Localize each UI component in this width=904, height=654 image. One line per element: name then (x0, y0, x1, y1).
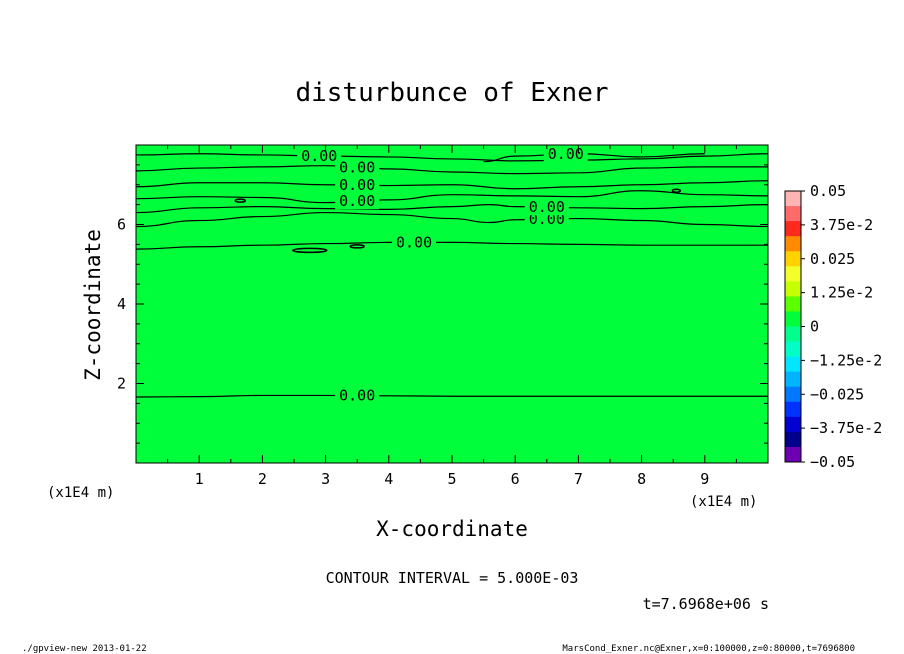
colorbar-swatch (785, 221, 801, 237)
colorbar-swatch (785, 431, 801, 448)
colorbar-swatch (785, 356, 801, 373)
x-tick-label: 7 (574, 470, 583, 488)
colorbar-swatch (785, 266, 801, 282)
contour-label-bg (335, 159, 380, 176)
contour-label-bg (392, 234, 437, 251)
colorbar-label: 0.05 (810, 182, 846, 200)
contour-label-bg (335, 193, 380, 210)
contour-label: 0.00 (301, 147, 337, 165)
contour-label: 0.00 (339, 387, 375, 405)
contour-blob (234, 198, 247, 203)
colorbar-swatch (785, 206, 801, 222)
x-tick-label: 2 (258, 470, 267, 488)
contour-line (135, 153, 769, 162)
contour-label: 0.00 (339, 192, 375, 210)
contour-label: 0.00 (529, 198, 565, 216)
contour-label-bg (335, 177, 380, 194)
colorbar-swatch (785, 281, 801, 297)
contour-line (135, 165, 768, 175)
colorbar-swatch (785, 386, 801, 403)
contour-label-bg (543, 146, 588, 163)
colorbar-swatch (785, 296, 801, 312)
colorbar-label: −1.25e-2 (810, 351, 882, 369)
x-axis-label: X-coordinate (376, 517, 528, 541)
contour-line (135, 180, 769, 190)
y-tick-label: 4 (117, 295, 126, 313)
contour-label-bg (335, 387, 380, 404)
colorbar-label: −0.025 (810, 385, 864, 403)
y-tick-label: 6 (117, 216, 126, 234)
colorbar-swatch (785, 401, 801, 418)
x-tick-label: 6 (511, 470, 520, 488)
colorbar-swatch (785, 191, 801, 207)
contour-label-bg (524, 199, 569, 216)
contour-label: 0.00 (339, 158, 375, 176)
contour-line (135, 204, 769, 214)
colorbar-swatch (785, 446, 801, 463)
contour-line (135, 190, 769, 204)
contour-label: 0.00 (548, 145, 584, 163)
field-fill (136, 145, 768, 463)
x-tick-label: 8 (637, 470, 646, 488)
colorbar-swatch (785, 371, 801, 388)
time-stamp: t=7.6968e+06 s (643, 595, 769, 613)
colorbar-label: −0.05 (810, 453, 855, 471)
footer-left-caption: ./gpview-new 2013-01-22 (22, 644, 147, 654)
colorbar-swatch (785, 341, 801, 358)
y-tick-label: 2 (117, 375, 126, 393)
contour-label: 0.00 (396, 233, 432, 251)
colorbar-label: 1.25e-2 (810, 284, 873, 302)
x-tick-label: 4 (384, 470, 393, 488)
footer-right-caption: MarsCond_Exner.nc@Exner,x=0:100000,z=0:8… (562, 644, 855, 654)
colorbar-swatch (785, 416, 801, 433)
contour-blob (292, 247, 328, 254)
y-axis-label: Z-coordinate (81, 229, 105, 381)
x-tick-label: 1 (195, 470, 204, 488)
colorbar: 0.05 3.75e-2 0.025 1.25e-2 0 −1.25e-2 −0.025 −3… (784, 182, 882, 471)
contour-interval-note: CONTOUR INTERVAL = 5.000E-03 (326, 569, 579, 587)
contour-line (135, 394, 768, 398)
contour-line (135, 241, 768, 250)
x-tick-label: 3 (321, 470, 330, 488)
contour-blob (349, 244, 365, 249)
plot-area: 0.000.000.000.000.000.000.000.00 0.001 2 3 4… (117, 144, 769, 488)
contour-line (135, 211, 769, 228)
contour-blob (671, 188, 682, 193)
colorbar-label: 0.025 (810, 250, 855, 268)
colorbar-label: 0 (810, 318, 819, 336)
x-unit-left: (x1E4 m) (47, 485, 114, 501)
contour-label-bg (297, 148, 342, 165)
colorbar-swatch (785, 251, 801, 267)
x-tick-label: 5 (447, 470, 456, 488)
colorbar-swatch (785, 311, 801, 327)
chart-title: disturbunce of Exner (295, 78, 608, 108)
x-unit-right: (x1E4 m) (690, 494, 757, 510)
colorbar-label: 3.75e-2 (810, 216, 873, 234)
colorbar-label: −3.75e-2 (810, 419, 882, 437)
x-tick-label: 9 (700, 470, 709, 488)
contour-label: 0.00 (339, 176, 375, 194)
colorbar-swatch (785, 326, 801, 343)
colorbar-swatch (785, 236, 801, 252)
